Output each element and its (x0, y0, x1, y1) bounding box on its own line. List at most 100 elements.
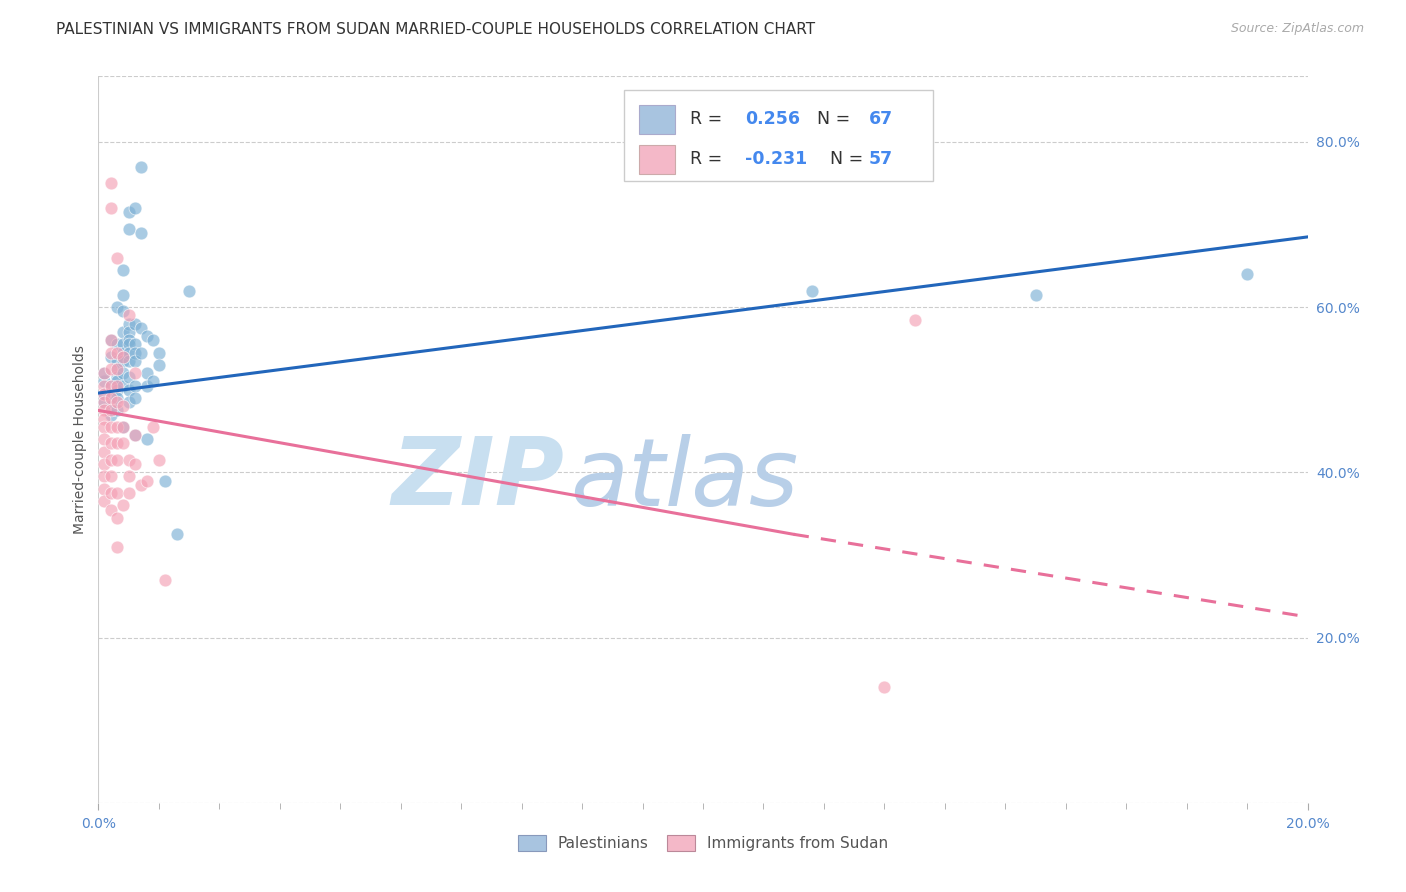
Point (111, 420, 134, 434)
Point (135, 378, 157, 392)
Point (135, 329, 157, 343)
Text: 67: 67 (869, 111, 893, 128)
Point (111, 345, 134, 359)
Point (118, 383, 141, 397)
Point (124, 428, 146, 442)
Point (153, 573, 176, 587)
Text: ZIP: ZIP (391, 434, 564, 525)
Point (148, 453, 170, 467)
Point (105, 436, 128, 450)
Point (129, 345, 152, 359)
Point (105, 251, 128, 265)
Point (105, 337, 128, 351)
Point (105, 300, 128, 314)
Point (93, 469, 115, 483)
Point (105, 420, 128, 434)
Point (100, 378, 122, 392)
Bar (638, 105, 675, 134)
Point (100, 176, 122, 190)
Point (93, 395, 115, 409)
Point (111, 366, 134, 380)
Point (111, 304, 134, 318)
Point (135, 366, 157, 380)
Text: N =: N = (830, 151, 869, 169)
Point (124, 366, 146, 380)
Point (105, 391, 128, 405)
Point (105, 362, 128, 376)
Point (93, 375, 115, 389)
Point (105, 510, 128, 524)
Point (105, 370, 128, 384)
Point (93, 432, 115, 446)
Text: N =: N = (817, 111, 855, 128)
FancyBboxPatch shape (624, 90, 932, 181)
Point (100, 362, 122, 376)
Point (118, 370, 141, 384)
Point (1236, 267, 1258, 281)
Point (93, 378, 115, 392)
Point (100, 345, 122, 359)
Point (111, 350, 134, 364)
Point (111, 350, 134, 364)
Point (100, 391, 122, 405)
Point (129, 160, 152, 174)
Point (124, 354, 146, 368)
Point (129, 226, 152, 240)
Point (105, 345, 128, 359)
Point (93, 420, 115, 434)
Point (111, 354, 134, 368)
Point (111, 499, 134, 513)
Point (111, 263, 134, 277)
Point (166, 527, 188, 541)
Y-axis label: Married-couple Households: Married-couple Households (73, 345, 87, 533)
Point (142, 333, 165, 347)
Point (142, 375, 165, 389)
Point (904, 312, 927, 326)
Point (118, 486, 141, 500)
Point (124, 201, 146, 215)
Point (118, 345, 141, 359)
Point (100, 378, 122, 392)
Legend: Palestinians, Immigrants from Sudan: Palestinians, Immigrants from Sudan (512, 829, 894, 857)
Point (111, 337, 134, 351)
Point (118, 333, 141, 347)
Point (100, 502, 122, 516)
Point (105, 486, 128, 500)
Point (100, 469, 122, 483)
Point (118, 221, 141, 235)
Point (105, 383, 128, 397)
Point (124, 378, 146, 392)
Point (100, 408, 122, 422)
Point (118, 205, 141, 219)
Point (93, 387, 115, 401)
Point (129, 477, 152, 491)
Point (105, 540, 128, 554)
Text: Source: ZipAtlas.com: Source: ZipAtlas.com (1230, 22, 1364, 36)
Text: PALESTINIAN VS IMMIGRANTS FROM SUDAN MARRIED-COUPLE HOUSEHOLDS CORRELATION CHART: PALESTINIAN VS IMMIGRANTS FROM SUDAN MAR… (56, 22, 815, 37)
Point (124, 391, 146, 405)
Point (179, 284, 201, 298)
Point (135, 474, 157, 488)
Point (100, 486, 122, 500)
Point (93, 411, 115, 425)
Point (93, 387, 115, 401)
Point (118, 309, 141, 323)
Point (100, 333, 122, 347)
Point (111, 325, 134, 339)
Point (118, 453, 141, 467)
Point (93, 403, 115, 417)
Point (93, 494, 115, 508)
Point (105, 378, 128, 392)
Point (153, 474, 176, 488)
Point (100, 350, 122, 364)
Point (129, 320, 152, 334)
Bar (638, 145, 675, 174)
Point (93, 395, 115, 409)
Point (124, 345, 146, 359)
Point (100, 201, 122, 215)
Point (93, 366, 115, 380)
Point (93, 482, 115, 496)
Point (148, 358, 170, 372)
Point (111, 378, 134, 392)
Point (105, 375, 128, 389)
